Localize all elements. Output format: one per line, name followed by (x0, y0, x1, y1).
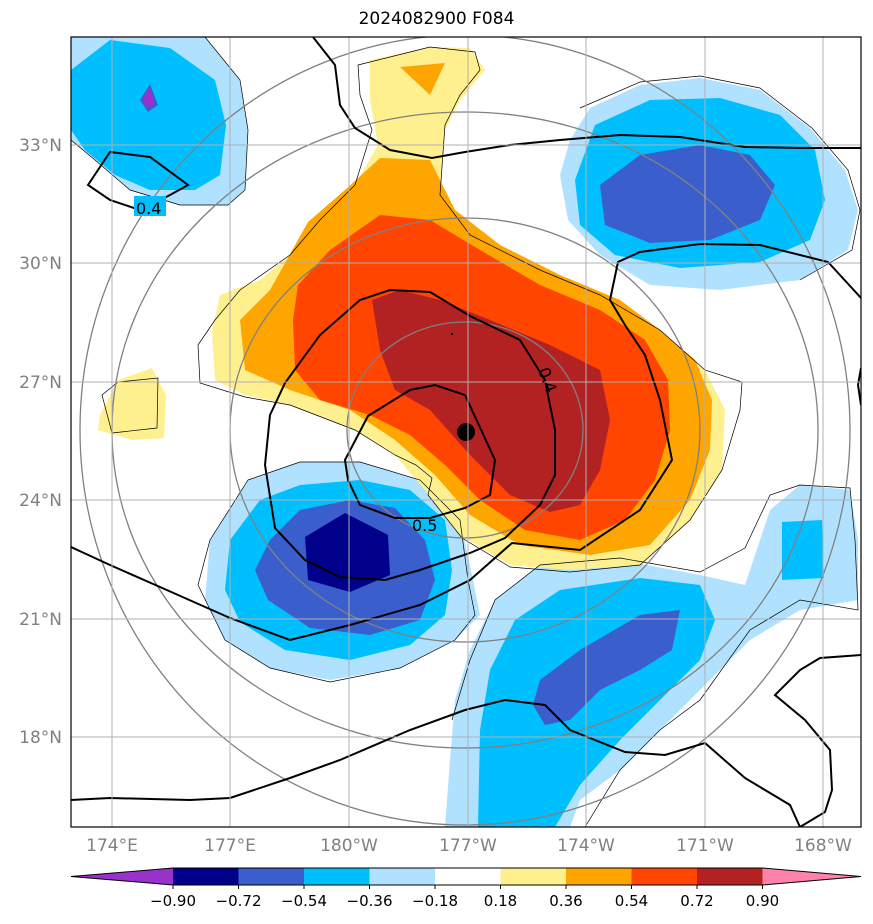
colorbar-tick-label: 0.90 (746, 892, 779, 910)
lon-label-180w: 180°W (320, 836, 378, 856)
lat-label-24n: 24°N (19, 491, 62, 511)
colorbar-tick-label: 0.54 (615, 892, 648, 910)
lat-label-30n: 30°N (19, 254, 62, 274)
lon-label-174e: 174°E (86, 836, 138, 856)
lat-axis: 33°N 30°N 27°N 24°N 21°N 18°N (19, 136, 62, 748)
colorbar-segment (566, 868, 632, 885)
lon-label-177w: 177°W (439, 836, 497, 856)
small-dot (450, 332, 454, 336)
colorbar-tick-label: 0.36 (549, 892, 582, 910)
colorbar-tick-label: −0.72 (216, 892, 262, 910)
plot-frame (70, 36, 862, 828)
colorbar-segment (369, 868, 436, 885)
lat-label-18n: 18°N (19, 728, 62, 748)
lon-label-168w: 168°W (794, 836, 852, 856)
colorbar-tick-label: −0.36 (347, 892, 393, 910)
colorbar-tick-label: −0.54 (281, 892, 327, 910)
colorbar-segment (500, 868, 567, 885)
colorbar-tick-label: 0.18 (484, 892, 517, 910)
colorbar-segment (697, 868, 763, 885)
lon-label-177e: 177°E (204, 836, 256, 856)
storm-center-marker (457, 423, 475, 441)
colorbar-extend-high (762, 868, 861, 885)
lon-label-171w: 171°W (676, 836, 734, 856)
colorbar: −0.90 −0.72 −0.54 −0.36 −0.18 0.18 0.36 0.54 0.7… (70, 867, 862, 910)
colorbar-tick-label: 0.72 (680, 892, 713, 910)
lon-label-174w: 174°W (557, 836, 615, 856)
shading-navy (305, 513, 390, 592)
colorbar-tick-label: −0.18 (412, 892, 458, 910)
shading-purple (142, 86, 154, 108)
lon-axis: 174°E 177°E 180°W 177°W 174°W 171°W 168°… (86, 836, 852, 856)
colorbar-segment (173, 868, 239, 885)
contour-label-1: 0.4 (136, 199, 161, 218)
colorbar-segment (631, 868, 698, 885)
lat-label-21n: 21°N (19, 610, 62, 630)
contour-label-3: 0.5 (412, 516, 437, 535)
gridlines (71, 37, 861, 827)
lat-label-33n: 33°N (19, 136, 62, 156)
colorbar-tick-label: −0.90 (150, 892, 196, 910)
colorbar-segment (304, 868, 370, 885)
lat-label-27n: 27°N (19, 373, 62, 393)
shading-firebrick (372, 290, 610, 512)
colorbar-segment (238, 868, 305, 885)
colorbar-extend-low (71, 868, 173, 885)
gray-contours (79, 37, 851, 826)
colorbar-segment (435, 868, 501, 885)
map-title: 2024082900 F084 (358, 9, 515, 29)
